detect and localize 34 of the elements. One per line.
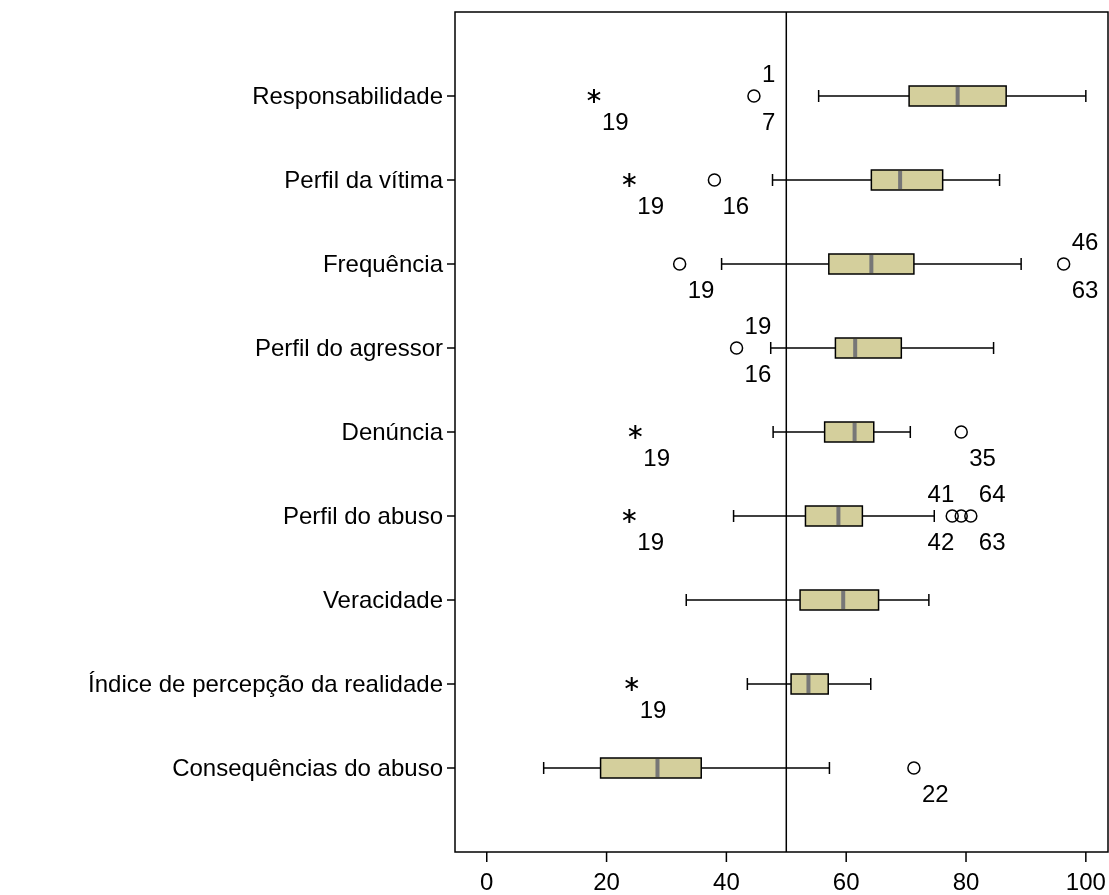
y-tick-label: Frequência bbox=[322, 250, 444, 278]
x-tick-label: 0 bbox=[480, 868, 494, 895]
annotation: 63 bbox=[1071, 276, 1099, 303]
annotation: 1 bbox=[761, 60, 776, 87]
annotation: 42 bbox=[927, 528, 955, 555]
y-tick-label: Perfil do abuso bbox=[282, 502, 443, 530]
annotation: 35 bbox=[969, 444, 996, 471]
x-tick-label: 20 bbox=[593, 868, 620, 895]
annotation: 16 bbox=[744, 360, 772, 387]
y-tick-label: Denúncia bbox=[341, 418, 444, 446]
annotation: 46 bbox=[1071, 228, 1099, 255]
x-tick-label: 60 bbox=[832, 868, 860, 895]
annotation: 22 bbox=[921, 780, 949, 807]
y-tick-label: Consequências do abuso bbox=[172, 754, 443, 782]
annotation: 19 bbox=[637, 528, 665, 555]
y-tick-label: Índice de percepção da realidade bbox=[88, 670, 443, 698]
annotation: 19 bbox=[643, 444, 671, 471]
annotation: 41 bbox=[927, 480, 955, 507]
annotation: 64 bbox=[978, 480, 1006, 507]
x-tick-label: 40 bbox=[713, 868, 740, 895]
annotation: 19 bbox=[639, 696, 667, 723]
x-tick-label: 100 bbox=[1065, 868, 1106, 895]
annotation: 19 bbox=[687, 276, 715, 303]
annotation: 19 bbox=[637, 192, 665, 219]
annotation: 63 bbox=[978, 528, 1006, 555]
y-tick-label: Veracidade bbox=[322, 586, 443, 614]
annotation: 19 bbox=[744, 312, 772, 339]
annotation: 16 bbox=[722, 192, 750, 219]
annotation: 7 bbox=[761, 108, 776, 135]
annotation: 19 bbox=[601, 108, 629, 135]
x-tick-label: 80 bbox=[952, 868, 980, 895]
y-tick-label: Perfil da vítima bbox=[284, 166, 444, 194]
y-tick-label: Responsabilidade bbox=[252, 82, 443, 110]
y-tick-label: Perfil do agressor bbox=[254, 334, 443, 362]
